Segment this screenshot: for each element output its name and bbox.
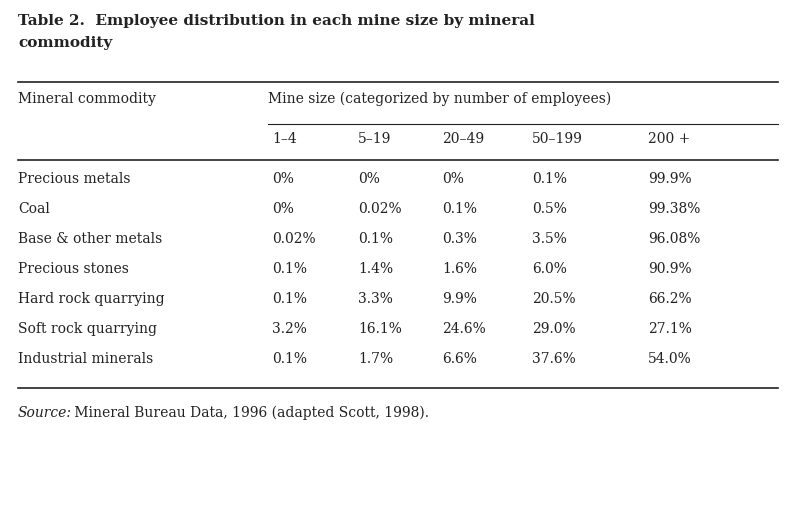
Text: 6.6%: 6.6% bbox=[442, 352, 477, 366]
Text: Precious metals: Precious metals bbox=[18, 172, 131, 186]
Text: 29.0%: 29.0% bbox=[532, 322, 576, 336]
Text: 90.9%: 90.9% bbox=[648, 262, 692, 276]
Text: 66.2%: 66.2% bbox=[648, 292, 692, 306]
Text: 0.1%: 0.1% bbox=[532, 172, 567, 186]
Text: 0.02%: 0.02% bbox=[272, 232, 316, 246]
Text: 0.5%: 0.5% bbox=[532, 202, 567, 216]
Text: 54.0%: 54.0% bbox=[648, 352, 692, 366]
Text: 96.08%: 96.08% bbox=[648, 232, 700, 246]
Text: 0%: 0% bbox=[272, 172, 294, 186]
Text: Precious stones: Precious stones bbox=[18, 262, 129, 276]
Text: 0%: 0% bbox=[272, 202, 294, 216]
Text: 99.38%: 99.38% bbox=[648, 202, 700, 216]
Text: 6.0%: 6.0% bbox=[532, 262, 567, 276]
Text: Table 2.  Employee distribution in each mine size by mineral: Table 2. Employee distribution in each m… bbox=[18, 14, 535, 28]
Text: 24.6%: 24.6% bbox=[442, 322, 486, 336]
Text: 200 +: 200 + bbox=[648, 132, 690, 146]
Text: 0%: 0% bbox=[442, 172, 464, 186]
Text: 20–49: 20–49 bbox=[442, 132, 484, 146]
Text: Mineral commodity: Mineral commodity bbox=[18, 92, 156, 106]
Text: 0%: 0% bbox=[358, 172, 380, 186]
Text: commodity: commodity bbox=[18, 36, 112, 50]
Text: Hard rock quarrying: Hard rock quarrying bbox=[18, 292, 165, 306]
Text: Source:: Source: bbox=[18, 406, 72, 420]
Text: 0.1%: 0.1% bbox=[358, 232, 393, 246]
Text: Base & other metals: Base & other metals bbox=[18, 232, 162, 246]
Text: 5–19: 5–19 bbox=[358, 132, 392, 146]
Text: 9.9%: 9.9% bbox=[442, 292, 477, 306]
Text: 3.2%: 3.2% bbox=[272, 322, 307, 336]
Text: 0.1%: 0.1% bbox=[272, 292, 307, 306]
Text: Soft rock quarrying: Soft rock quarrying bbox=[18, 322, 157, 336]
Text: 3.5%: 3.5% bbox=[532, 232, 567, 246]
Text: 0.3%: 0.3% bbox=[442, 232, 477, 246]
Text: 27.1%: 27.1% bbox=[648, 322, 692, 336]
Text: Mine size (categorized by number of employees): Mine size (categorized by number of empl… bbox=[268, 92, 611, 106]
Text: 20.5%: 20.5% bbox=[532, 292, 576, 306]
Text: 1.4%: 1.4% bbox=[358, 262, 393, 276]
Text: Coal: Coal bbox=[18, 202, 50, 216]
Text: 0.1%: 0.1% bbox=[272, 352, 307, 366]
Text: 0.1%: 0.1% bbox=[442, 202, 477, 216]
Text: 99.9%: 99.9% bbox=[648, 172, 692, 186]
Text: 0.02%: 0.02% bbox=[358, 202, 402, 216]
Text: 0.1%: 0.1% bbox=[272, 262, 307, 276]
Text: 1.7%: 1.7% bbox=[358, 352, 393, 366]
Text: Industrial minerals: Industrial minerals bbox=[18, 352, 154, 366]
Text: 16.1%: 16.1% bbox=[358, 322, 402, 336]
Text: 1.6%: 1.6% bbox=[442, 262, 477, 276]
Text: 50–199: 50–199 bbox=[532, 132, 583, 146]
Text: 1–4: 1–4 bbox=[272, 132, 297, 146]
Text: 37.6%: 37.6% bbox=[532, 352, 576, 366]
Text: Mineral Bureau Data, 1996 (adapted Scott, 1998).: Mineral Bureau Data, 1996 (adapted Scott… bbox=[70, 406, 429, 421]
Text: 3.3%: 3.3% bbox=[358, 292, 393, 306]
